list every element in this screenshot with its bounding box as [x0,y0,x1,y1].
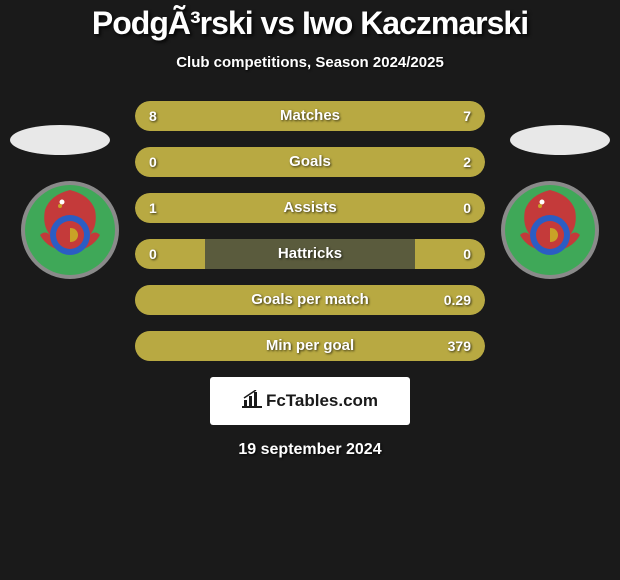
stat-row: 10Assists [135,193,485,223]
stat-row: 379Min per goal [135,331,485,361]
stats-area: 87Matches 02Goals 10Assists 00Hattricks 0.29… [135,101,485,361]
stat-label: Matches [135,101,485,131]
player-oval-right [510,125,610,155]
stat-label: Assists [135,193,485,223]
stat-row: 00Hattricks [135,239,485,269]
stat-label: Goals per match [135,285,485,315]
branding-label: FcTables.com [266,391,378,411]
stat-row: 02Goals [135,147,485,177]
stat-label: Goals [135,147,485,177]
stat-label: Min per goal [135,331,485,361]
stat-row: 87Matches [135,101,485,131]
club-crest-left [20,180,120,280]
stat-label: Hattricks [135,239,485,269]
club-crest-right [500,180,600,280]
stat-row: 0.29Goals per match [135,285,485,315]
page-subtitle: Club competitions, Season 2024/2025 [0,54,620,71]
chart-icon [242,390,262,413]
player-oval-left [10,125,110,155]
date-label: 19 september 2024 [0,441,620,459]
branding-badge: FcTables.com [210,377,410,425]
page-title: PodgÃ³rski vs Iwo Kaczmarski [0,5,620,42]
